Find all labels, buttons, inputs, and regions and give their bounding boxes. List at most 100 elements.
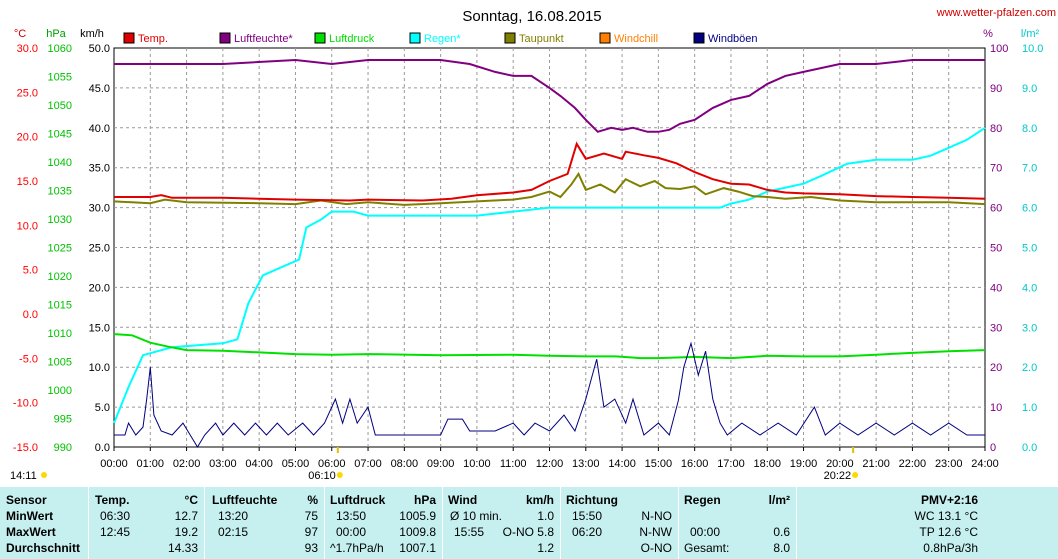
temp-tick-label: 30.0 xyxy=(17,43,38,55)
legend-swatch xyxy=(693,32,705,44)
summary-table: Sensor Temp. °C Luftfeuchte % Luftdruck … xyxy=(0,487,1058,559)
x-tick-label: 04:00 xyxy=(245,458,273,470)
rain-time: 00:00 xyxy=(690,525,721,539)
x-tick-label: 22:00 xyxy=(899,458,927,470)
wind-tick-label: 10.0 xyxy=(89,362,110,374)
temp-tick-label: 20.0 xyxy=(17,132,38,144)
x-tick-label: 12:00 xyxy=(536,458,564,470)
x-tick-label: 17:00 xyxy=(717,458,745,470)
pressure-tick-label: 990 xyxy=(54,442,72,454)
x-tick-label: 03:00 xyxy=(209,458,237,470)
wind-tick-label: 20.0 xyxy=(89,282,110,294)
pressure-tick-label: 1020 xyxy=(48,271,72,283)
rain-time: Gesamt: xyxy=(684,541,730,555)
chart-title: Sonntag, 16.08.2015 xyxy=(462,8,601,25)
x-tick-label: 21:00 xyxy=(862,458,890,470)
pressure-tick-label: 1050 xyxy=(48,100,72,112)
hdr-dir: Richtung xyxy=(566,493,618,507)
humidity-tick-label: 80 xyxy=(990,123,1002,135)
x-tick-label: 19:00 xyxy=(790,458,818,470)
hdr-temp: Temp. xyxy=(95,493,130,507)
series-lines xyxy=(113,58,986,448)
hdr-hum: Luftfeuchte xyxy=(212,493,278,507)
legend-item: Windböen xyxy=(693,32,758,45)
rain-tick-label: 6.0 xyxy=(1022,203,1037,215)
wind-tick-label: 25.0 xyxy=(89,243,110,255)
hdr-pmv: PMV+2:16 xyxy=(920,493,978,507)
dir-value: N-NW xyxy=(639,525,672,539)
dir-time: 15:50 xyxy=(572,509,603,523)
pmv-value: 0.8hPa/3h xyxy=(923,541,978,555)
legend-item: Taupunkt xyxy=(504,32,564,45)
humidity-tick-label: 40 xyxy=(990,282,1002,294)
hdr-wind: Wind xyxy=(448,493,478,507)
x-tick-label: 10:00 xyxy=(463,458,491,470)
dir-time: 06:20 xyxy=(572,525,603,539)
x-tick-label: 16:00 xyxy=(681,458,709,470)
temp-tick-label: 10.0 xyxy=(17,220,38,232)
legend-swatch xyxy=(599,32,611,44)
humidity-tick-label: 60 xyxy=(990,203,1002,215)
temp-value: 19.2 xyxy=(174,525,198,539)
hum-time: 13:20 xyxy=(218,509,249,523)
press-time: ^1.7hPa/h xyxy=(330,541,384,555)
dir-value: N-NO xyxy=(641,509,672,523)
rain-tick-label: 10.0 xyxy=(1022,43,1043,55)
x-tick-label: 11:00 xyxy=(500,458,527,470)
hum-time: 02:15 xyxy=(218,525,249,539)
x-tick-label: 24:00 xyxy=(971,458,999,470)
wind-value: 1.0 xyxy=(537,509,554,523)
hum-value: 93 xyxy=(304,541,318,555)
axis-unit-wind: km/h xyxy=(80,28,104,40)
humidity-tick-label: 30 xyxy=(990,322,1002,334)
wind-tick-label: 15.0 xyxy=(89,322,110,334)
axis-unit-temp: °C xyxy=(14,28,26,40)
wind-time: 15:55 xyxy=(454,525,485,539)
press-time: 00:00 xyxy=(336,525,367,539)
x-tick-label: 00:00 xyxy=(100,458,128,470)
pressure-tick-label: 1000 xyxy=(48,385,72,397)
legend-label: Luftfeuchte* xyxy=(234,33,293,45)
rain-tick-label: 1.0 xyxy=(1022,402,1037,414)
series-luftfeuchte xyxy=(114,58,985,133)
temp-tick-label: -10.0 xyxy=(13,398,38,410)
hdr-press: Luftdruck xyxy=(330,493,386,507)
legend-swatch xyxy=(314,32,326,44)
hdr-temp-unit: °C xyxy=(184,493,198,507)
left-time: 14:11 xyxy=(10,470,37,482)
sun-markers: 06:10 20:22 14:11 xyxy=(10,447,859,482)
pressure-tick-label: 1040 xyxy=(48,157,72,169)
humidity-tick-label: 70 xyxy=(990,163,1002,175)
source-url[interactable]: www.wetter-pfalzen.com xyxy=(936,7,1056,19)
legend-swatch xyxy=(219,32,231,44)
pressure-tick-label: 1045 xyxy=(48,129,72,141)
rain-tick-label: 5.0 xyxy=(1022,243,1037,255)
x-tick-label: 09:00 xyxy=(427,458,455,470)
axis-unit-pressure: hPa xyxy=(46,28,66,40)
humidity-tick-label: 100 xyxy=(990,43,1008,55)
temp-value: 14.33 xyxy=(167,541,198,555)
x-tick-label: 06:00 xyxy=(318,458,346,470)
humidity-tick-label: 20 xyxy=(990,362,1002,374)
pmv-value: WC 13.1 °C xyxy=(914,509,978,523)
pressure-tick-label: 995 xyxy=(54,414,72,426)
pmv-value: TP 12.6 °C xyxy=(919,525,978,539)
wind-tick-label: 50.0 xyxy=(89,43,110,55)
press-value: 1009.8 xyxy=(399,525,436,539)
pressure-tick-label: 1035 xyxy=(48,186,72,198)
legend-label: Windchill xyxy=(614,33,658,45)
sun-icon xyxy=(41,472,47,478)
sunrise-sun-icon xyxy=(336,472,343,478)
legend-item: Regen* xyxy=(409,32,461,45)
axis-units: °C hPa km/h% l/m² xyxy=(14,28,1040,40)
row-label: MinWert xyxy=(6,509,54,523)
legend-swatch xyxy=(409,32,421,44)
legend-swatch xyxy=(123,32,135,44)
rain-tick-label: 2.0 xyxy=(1022,362,1037,374)
legend-label: Temp. xyxy=(138,33,168,45)
hdr-press-unit: hPa xyxy=(413,493,436,507)
legend-label: Taupunkt xyxy=(519,33,564,45)
humidity-tick-label: 0 xyxy=(990,442,996,454)
temp-tick-label: 0.0 xyxy=(23,309,38,321)
wind-tick-label: 5.0 xyxy=(95,402,110,414)
